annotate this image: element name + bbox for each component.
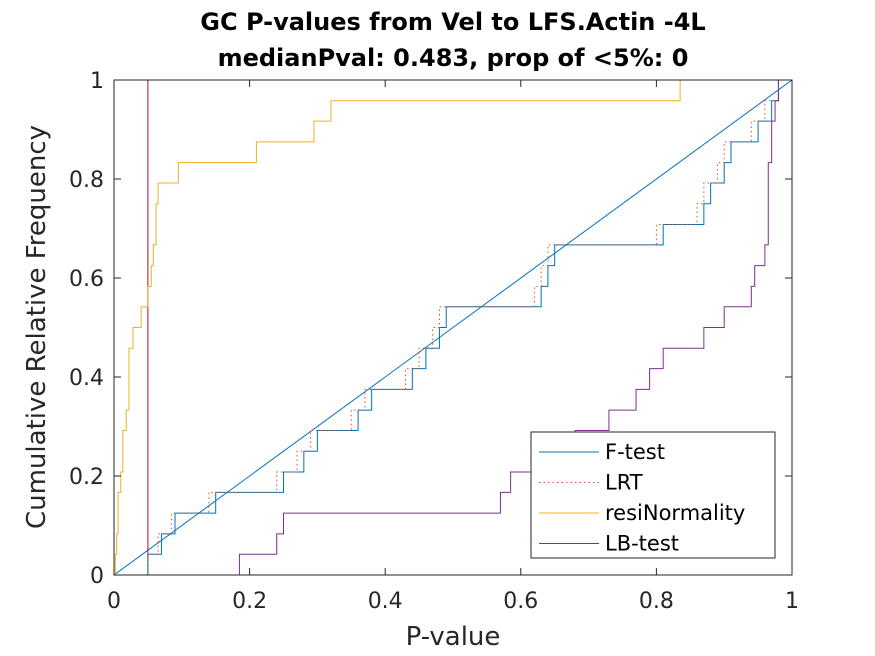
series-line-lb-test bbox=[238, 79, 792, 575]
y-axis-label: Cumulative Relative Frequency bbox=[22, 125, 52, 529]
y-tick-label: 0.4 bbox=[69, 366, 104, 391]
x-tick-label: 0.4 bbox=[368, 589, 403, 614]
legend: F-test LRT resiNormality LB-test bbox=[530, 431, 776, 559]
series-lines bbox=[114, 79, 792, 576]
x-axis-label: P-value bbox=[406, 622, 501, 652]
x-tick-label: 0 bbox=[107, 589, 121, 614]
series-line-f-test bbox=[114, 79, 792, 576]
x-tick-label: 0.8 bbox=[639, 589, 674, 614]
y-tick-label: 0.6 bbox=[69, 267, 104, 292]
legend-label: LB-test bbox=[605, 532, 679, 556]
legend-label: LRT bbox=[605, 471, 643, 495]
legend-label: resiNormality bbox=[605, 501, 745, 525]
legend-box bbox=[530, 431, 776, 559]
x-tick-label: 1 bbox=[785, 589, 799, 614]
x-tick-label: 0.6 bbox=[503, 589, 538, 614]
axes-box bbox=[113, 79, 793, 576]
y-tick-label: 0.8 bbox=[69, 168, 104, 193]
x-tick-label: 0.2 bbox=[232, 589, 267, 614]
chart-title-line2: medianPval: 0.483, prop of <5%: 0 bbox=[218, 44, 689, 72]
y-tick-label: 1 bbox=[90, 69, 104, 94]
chart-title-line1: GC P-values from Vel to LFS.Actin -4L bbox=[200, 8, 705, 36]
series-line-resinormality bbox=[114, 79, 792, 576]
legend-label: F-test bbox=[605, 440, 665, 464]
y-tick-label: 0.2 bbox=[69, 465, 104, 490]
axis-ticks: 0 0.2 0.4 0.6 0.8 1 0 0.2 0.4 0.6 0.8 1 bbox=[69, 69, 799, 614]
y-tick-label: 0 bbox=[90, 564, 104, 589]
